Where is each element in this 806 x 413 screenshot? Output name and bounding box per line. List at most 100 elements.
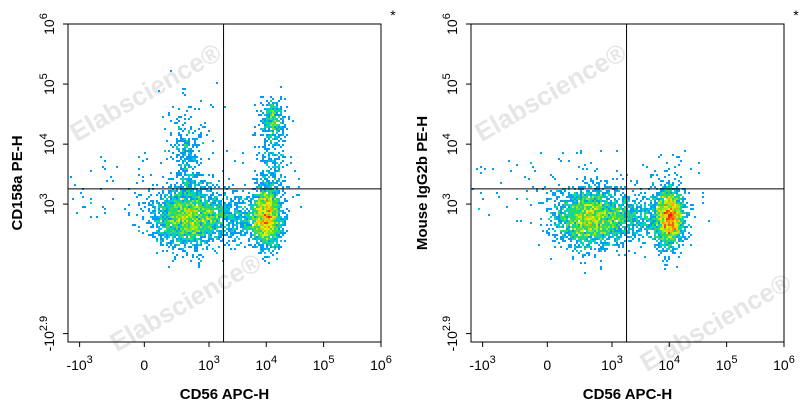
event-pixel <box>644 202 646 204</box>
event-pixel <box>554 204 556 206</box>
event-pixel <box>196 222 198 224</box>
event-pixel <box>184 182 186 184</box>
event-pixel <box>236 220 238 222</box>
event-pixel <box>116 166 118 168</box>
event-pixel <box>274 124 276 126</box>
event-pixel <box>264 226 266 228</box>
event-pixel <box>682 232 684 234</box>
event-pixel <box>244 210 246 212</box>
event-pixel <box>190 212 192 214</box>
event-pixel <box>134 192 136 194</box>
event-pixel <box>568 212 570 214</box>
event-pixel <box>264 126 266 128</box>
event-pixel <box>568 186 570 188</box>
event-pixel <box>220 194 222 196</box>
event-pixel <box>592 232 594 234</box>
event-pixel <box>588 216 590 218</box>
event-pixel <box>296 194 298 196</box>
event-pixel <box>186 240 188 242</box>
event-pixel <box>196 218 198 220</box>
event-pixel <box>674 234 676 236</box>
event-pixel <box>556 234 558 236</box>
event-pixel <box>150 226 152 228</box>
event-pixel <box>680 194 682 196</box>
event-pixel <box>646 230 648 232</box>
event-pixel <box>654 170 656 172</box>
event-pixel <box>192 216 194 218</box>
event-pixel <box>206 206 208 208</box>
event-pixel <box>600 202 602 204</box>
event-pixel <box>262 204 264 206</box>
event-pixel <box>282 186 284 188</box>
event-pixel <box>594 236 596 238</box>
event-pixel <box>272 222 274 224</box>
event-pixel <box>640 246 642 248</box>
event-pixel <box>662 212 664 214</box>
event-pixel <box>184 240 186 242</box>
event-pixel <box>238 196 240 198</box>
event-pixel <box>616 224 618 226</box>
event-pixel <box>184 200 186 202</box>
event-pixel <box>246 220 248 222</box>
event-pixel <box>676 226 678 228</box>
event-pixel <box>182 156 184 158</box>
x-tick-label: 106 <box>370 354 392 373</box>
event-pixel <box>182 218 184 220</box>
event-pixel <box>206 210 208 212</box>
event-pixel <box>652 226 654 228</box>
event-pixel <box>176 204 178 206</box>
event-pixel <box>148 204 150 206</box>
event-pixel <box>680 230 682 232</box>
event-pixel <box>590 236 592 238</box>
event-pixel <box>274 106 276 108</box>
event-pixel <box>216 196 218 198</box>
event-pixel <box>264 248 266 250</box>
event-pixel <box>234 240 236 242</box>
event-pixel <box>654 236 656 238</box>
event-pixel <box>200 194 202 196</box>
event-pixel <box>590 208 592 210</box>
event-pixel <box>170 194 172 196</box>
event-pixel <box>654 206 656 208</box>
event-pixel <box>258 114 260 116</box>
event-pixel <box>192 182 194 184</box>
event-pixel <box>276 144 278 146</box>
event-pixel <box>572 228 574 230</box>
event-pixel <box>252 222 254 224</box>
event-pixel <box>618 198 620 200</box>
event-pixel <box>170 70 172 72</box>
event-pixel <box>660 210 662 212</box>
event-pixel <box>682 220 684 222</box>
event-pixel <box>674 198 676 200</box>
event-pixel <box>266 202 268 204</box>
event-pixel <box>152 234 154 236</box>
event-pixel <box>612 216 614 218</box>
event-pixel <box>674 222 676 224</box>
event-pixel <box>606 210 608 212</box>
event-pixel <box>214 228 216 230</box>
event-pixel <box>658 210 660 212</box>
event-pixel <box>280 240 282 242</box>
event-pixel <box>216 192 218 194</box>
event-pixel <box>686 216 688 218</box>
event-pixel <box>190 200 192 202</box>
event-pixel <box>586 204 588 206</box>
event-pixel <box>586 234 588 236</box>
event-pixel <box>610 208 612 210</box>
event-pixel <box>668 206 670 208</box>
event-pixel <box>256 222 258 224</box>
event-pixel <box>550 208 552 210</box>
event-pixel <box>600 218 602 220</box>
event-pixel <box>286 164 288 166</box>
event-pixel <box>206 190 208 192</box>
event-pixel <box>168 200 170 202</box>
event-pixel <box>598 234 600 236</box>
event-pixel <box>636 208 638 210</box>
event-pixel <box>274 134 276 136</box>
event-pixel <box>264 260 266 262</box>
event-pixel <box>684 228 686 230</box>
event-pixel <box>178 132 180 134</box>
event-pixel <box>288 210 290 212</box>
event-pixel <box>174 186 176 188</box>
event-pixel <box>602 230 604 232</box>
